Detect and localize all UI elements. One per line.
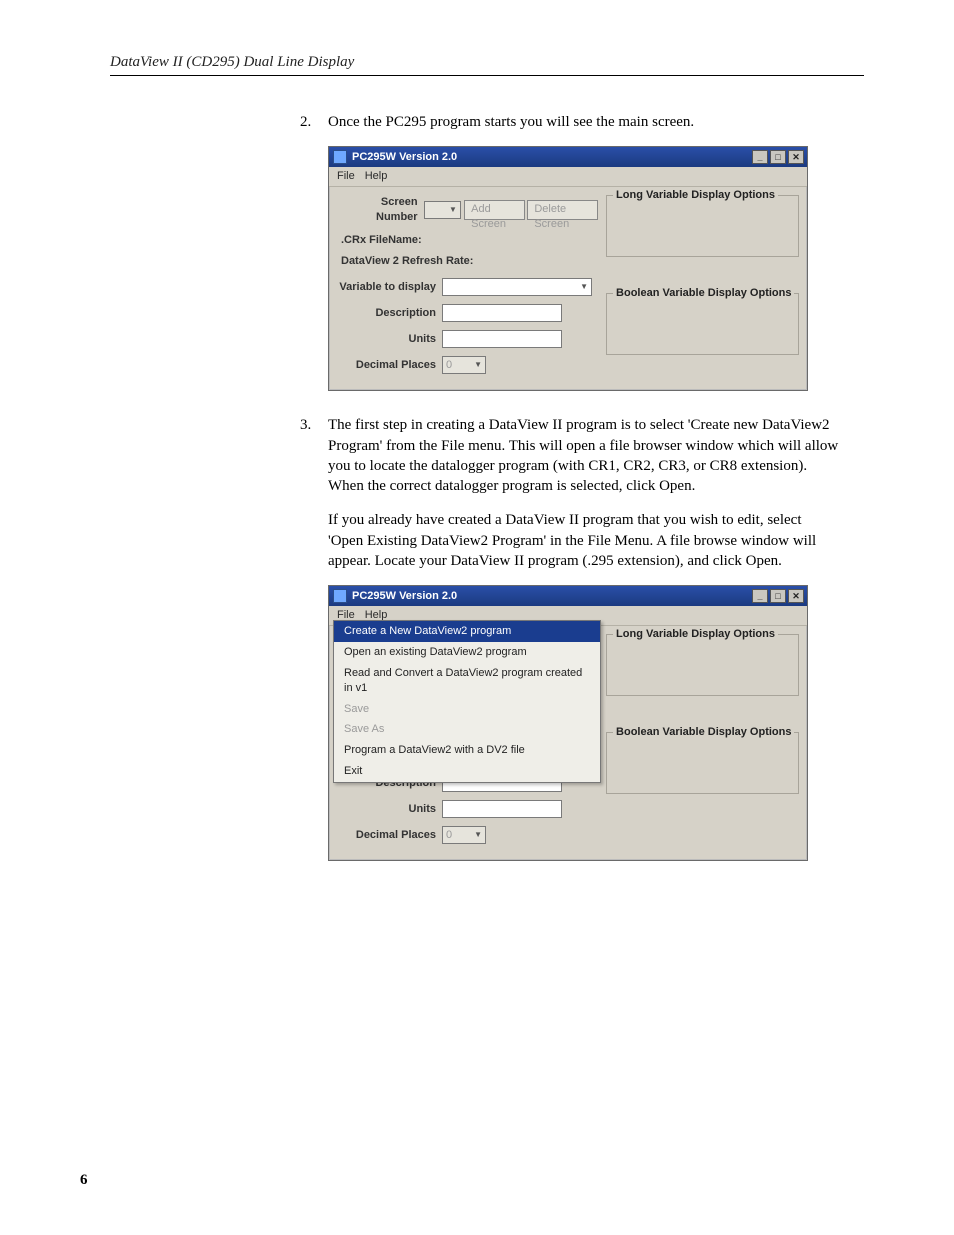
- decimal-places-combo[interactable]: 0▼: [442, 356, 486, 374]
- page-number: 6: [80, 1172, 88, 1189]
- minimize-button[interactable]: _: [752, 150, 768, 164]
- menu-file[interactable]: File: [337, 169, 355, 184]
- long-variable-legend: Long Variable Display Options: [613, 627, 778, 642]
- close-button[interactable]: ✕: [788, 150, 804, 164]
- step-3-text: The first step in creating a DataView II…: [328, 415, 840, 496]
- menu-item-create-new[interactable]: Create a New DataView2 program: [334, 621, 600, 642]
- step-2-text: Once the PC295 program starts you will s…: [328, 112, 840, 132]
- add-screen-button[interactable]: Add Screen: [464, 200, 525, 220]
- screenshot-file-menu: PC295W Version 2.0 _ □ ✕ File Help Creat…: [328, 585, 808, 861]
- units-label: Units: [337, 332, 442, 347]
- decimal-places-label: Decimal Places: [337, 358, 442, 373]
- screen-number-combo[interactable]: ▼: [424, 201, 461, 219]
- decimal-places-combo[interactable]: 0▼: [442, 826, 486, 844]
- page-header: DataView II (CD295) Dual Line Display: [110, 54, 864, 71]
- screen-number-label: Screen Number: [337, 195, 424, 225]
- chevron-down-icon: ▼: [471, 830, 482, 841]
- window-title: PC295W Version 2.0: [352, 589, 752, 604]
- maximize-button[interactable]: □: [770, 150, 786, 164]
- file-menu-dropdown: Create a New DataView2 program Open an e…: [333, 620, 601, 783]
- long-variable-groupbox: Long Variable Display Options: [606, 634, 799, 696]
- boolean-variable-groupbox: Boolean Variable Display Options: [606, 732, 799, 794]
- crx-filename-label: .CRx FileName:: [341, 233, 598, 248]
- boolean-variable-legend: Boolean Variable Display Options: [613, 725, 794, 740]
- menu-item-save-as[interactable]: Save As: [334, 719, 600, 740]
- app-icon: [333, 589, 347, 603]
- units-label: Units: [337, 802, 442, 817]
- window-title: PC295W Version 2.0: [352, 150, 752, 165]
- decimal-places-label: Decimal Places: [337, 828, 442, 843]
- variable-to-display-combo[interactable]: ▼: [442, 278, 592, 296]
- step-2-number: 2.: [300, 112, 328, 132]
- maximize-button[interactable]: □: [770, 589, 786, 603]
- menu-item-exit[interactable]: Exit: [334, 761, 600, 782]
- step-3-number: 3.: [300, 415, 328, 496]
- minimize-button[interactable]: _: [752, 589, 768, 603]
- menu-help[interactable]: Help: [365, 169, 388, 184]
- boolean-variable-groupbox: Boolean Variable Display Options: [606, 293, 799, 355]
- menu-item-read-convert[interactable]: Read and Convert a DataView2 program cre…: [334, 663, 600, 699]
- titlebar: PC295W Version 2.0 _ □ ✕: [329, 147, 807, 167]
- chevron-down-icon: ▼: [446, 205, 457, 216]
- description-input[interactable]: [442, 304, 562, 322]
- menubar: File Help: [329, 167, 807, 187]
- app-icon: [333, 150, 347, 164]
- step-3-continuation: If you already have created a DataView I…: [328, 510, 840, 571]
- units-input[interactable]: [442, 800, 562, 818]
- screenshot-main-screen: PC295W Version 2.0 _ □ ✕ File Help Scree…: [328, 146, 808, 391]
- menu-item-program-dv2[interactable]: Program a DataView2 with a DV2 file: [334, 740, 600, 761]
- boolean-variable-legend: Boolean Variable Display Options: [613, 286, 794, 301]
- variable-to-display-label: Variable to display: [337, 280, 442, 295]
- step-3: 3. The first step in creating a DataView…: [300, 415, 840, 496]
- menu-item-open-existing[interactable]: Open an existing DataView2 program: [334, 642, 600, 663]
- refresh-rate-label: DataView 2 Refresh Rate:: [341, 254, 598, 269]
- menu-item-save[interactable]: Save: [334, 699, 600, 720]
- description-label: Description: [337, 306, 442, 321]
- long-variable-legend: Long Variable Display Options: [613, 188, 778, 203]
- delete-screen-button[interactable]: Delete Screen: [527, 200, 598, 220]
- chevron-down-icon: ▼: [577, 282, 588, 293]
- step-2: 2. Once the PC295 program starts you wil…: [300, 112, 840, 132]
- long-variable-groupbox: Long Variable Display Options: [606, 195, 799, 257]
- units-input[interactable]: [442, 330, 562, 348]
- header-rule: [110, 75, 864, 76]
- titlebar: PC295W Version 2.0 _ □ ✕: [329, 586, 807, 606]
- close-button[interactable]: ✕: [788, 589, 804, 603]
- chevron-down-icon: ▼: [471, 360, 482, 371]
